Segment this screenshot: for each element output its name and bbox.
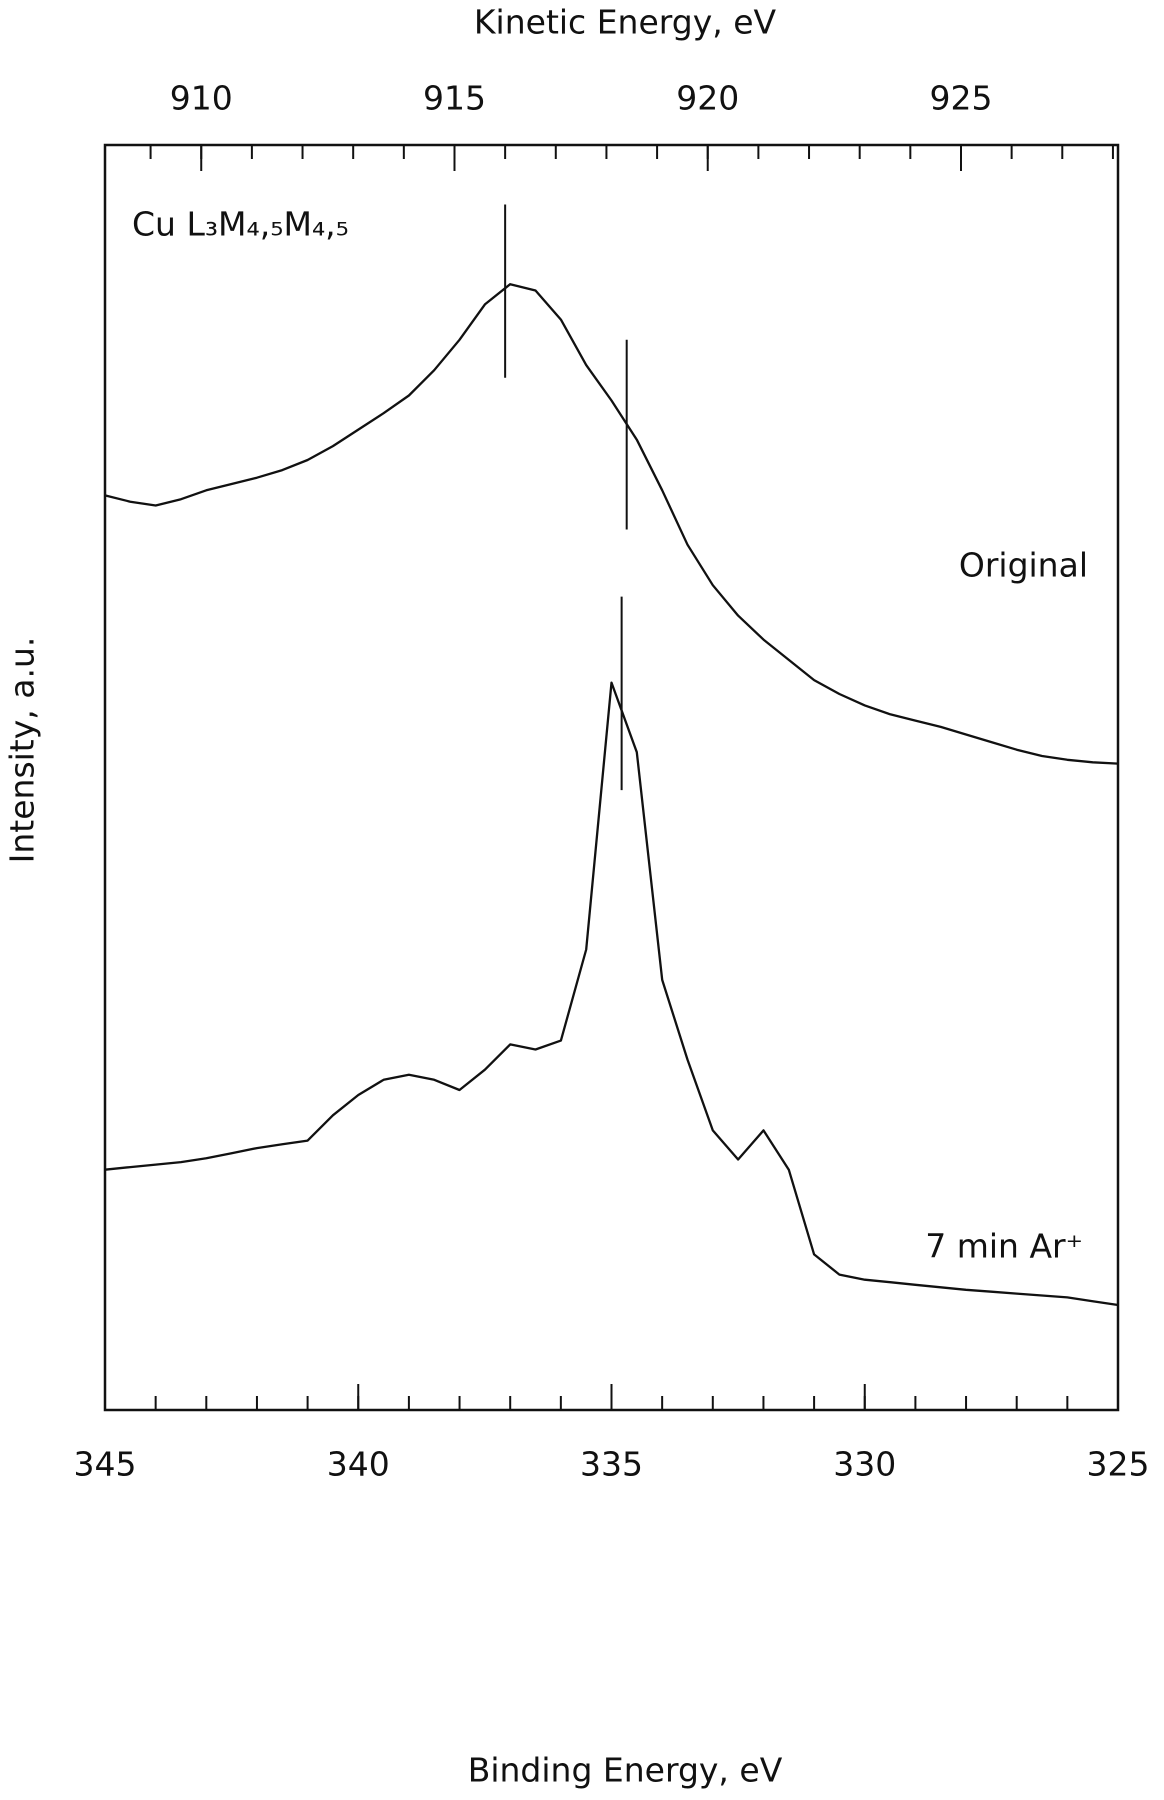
series-label: 7 min Ar⁺: [925, 1227, 1083, 1266]
x-tick-label: 340: [327, 1445, 390, 1484]
x-tick-label: 325: [1087, 1445, 1150, 1484]
x2-tick-label: 910: [170, 79, 233, 118]
x-tick-label: 330: [833, 1445, 896, 1484]
y-axis-title: Intensity, a.u.: [3, 637, 42, 864]
series-label: Original: [959, 546, 1088, 585]
x-axis-title: Binding Energy, eV: [468, 1751, 783, 1790]
x-tick-label: 345: [74, 1445, 137, 1484]
annotation: Cu L₃M₄,₅M₄,₅: [132, 205, 349, 244]
plot-frame: [103, 143, 1120, 1412]
x2-tick-label: 915: [423, 79, 486, 118]
x2-tick-label: 925: [929, 79, 992, 118]
data-line: [104, 283, 1119, 765]
x2-tick-label: 920: [676, 79, 739, 118]
data-line: [104, 681, 1119, 1307]
x2-axis-title: Kinetic Energy, eV: [474, 3, 777, 42]
x-tick-label: 335: [580, 1445, 643, 1484]
